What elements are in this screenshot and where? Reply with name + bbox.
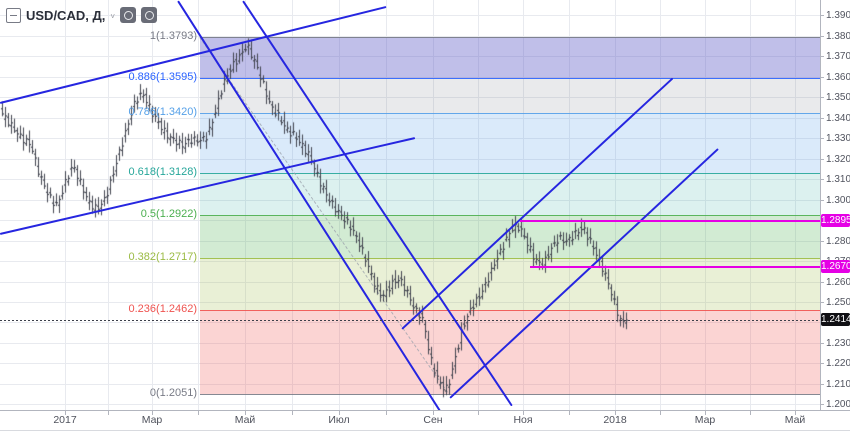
plot-area[interactable]: 1(1.3793) 0.886(1.3595) 0.786(1.3420) 0.618…: [0, 0, 820, 410]
price-tick-label: 1.2200: [826, 358, 850, 369]
time-tick-label: 2017: [53, 414, 77, 426]
price-tick: [821, 384, 824, 385]
symbol-title[interactable]: USD/CAD, Д,: [26, 7, 106, 23]
horizontal-ray[interactable]: [520, 220, 820, 222]
price-tick: [821, 179, 824, 180]
price-tick: [821, 200, 824, 201]
time-tick-minor: [386, 411, 387, 415]
price-axis[interactable]: 1.3900 1.3800 1.3700 1.3600 1.3500 1.3400 1.33…: [821, 0, 850, 410]
time-tick: [152, 411, 153, 415]
time-tick-minor: [750, 411, 751, 415]
last-price-line: [0, 320, 820, 321]
price-tick: [821, 282, 824, 283]
price-tick: [821, 97, 824, 98]
price-tick: [821, 15, 824, 16]
gear-icon: [144, 10, 154, 20]
time-tick: [705, 411, 706, 415]
symbol-legend: USD/CAD, Д, ˅: [6, 7, 157, 23]
fib-level-label: 1(1.3793): [149, 30, 197, 42]
price-tick-label: 1.3400: [826, 113, 850, 124]
time-tick-label: Мар: [141, 414, 163, 426]
time-tick: [65, 411, 66, 415]
time-tick-label: Май: [234, 414, 256, 426]
fib-level-label: 0.236(1.2462): [128, 303, 198, 315]
price-tick-label: 1.3100: [826, 174, 850, 185]
price-tick-label: 1.2500: [826, 297, 850, 308]
ray-price-badge: 1.2670: [821, 260, 850, 273]
price-tick-label: 1.3800: [826, 31, 850, 42]
time-tick: [433, 411, 434, 415]
price-tick: [821, 241, 824, 242]
price-tick-label: 1.2800: [826, 236, 850, 247]
last-price-badge: 1.2414: [821, 313, 850, 326]
price-tick: [821, 118, 824, 119]
time-tick-minor: [198, 411, 199, 415]
time-tick: [523, 411, 524, 415]
price-tick-label: 1.2100: [826, 379, 850, 390]
price-axis-separator: [820, 0, 821, 411]
price-tick: [821, 77, 824, 78]
price-tick-label: 1.3700: [826, 51, 850, 62]
price-tick: [821, 56, 824, 57]
fib-level-label: 0.886(1.3595): [128, 71, 198, 83]
price-tick-label: 1.2300: [826, 338, 850, 349]
time-axis[interactable]: 2017 Мар Май Июл Сен Ноя 2018 Мар Май: [0, 411, 850, 430]
horizontal-ray[interactable]: [530, 266, 820, 268]
price-tick: [821, 404, 824, 405]
fib-level-label: 0(1.2051): [149, 387, 197, 399]
chevron-down-icon[interactable]: ˅: [110, 11, 115, 21]
price-tick-label: 1.3600: [826, 72, 850, 83]
time-tick-label: 2018: [603, 414, 627, 426]
time-tick: [615, 411, 616, 415]
price-tick-label: 1.3000: [826, 195, 850, 206]
price-tick-label: 1.3200: [826, 154, 850, 165]
fib-level-label: 0.382(1.2717): [128, 251, 198, 263]
time-tick: [245, 411, 246, 415]
time-tick-label: Май: [784, 414, 806, 426]
time-tick: [795, 411, 796, 415]
time-tick-minor: [108, 411, 109, 415]
chart-settings-button[interactable]: [120, 7, 136, 23]
time-tick-minor: [292, 411, 293, 415]
chart-style-button[interactable]: [141, 7, 157, 23]
fib-level-label: 0.618(1.3128): [128, 166, 198, 178]
fib-level-label: 0.786(1.3420): [128, 106, 198, 118]
price-tick-label: 1.3500: [826, 92, 850, 103]
time-tick-label: Сен: [423, 414, 443, 426]
price-tick: [821, 159, 824, 160]
fib-level-label: 0.5(1.2922): [140, 208, 197, 220]
price-tick: [821, 138, 824, 139]
time-tick-minor: [660, 411, 661, 415]
price-tick: [821, 363, 824, 364]
time-tick-minor: [569, 411, 570, 415]
gear-icon: [123, 10, 133, 20]
price-tick: [821, 302, 824, 303]
price-tick-label: 1.2000: [826, 399, 850, 410]
time-tick-label: Мар: [694, 414, 716, 426]
price-tick-label: 1.2600: [826, 277, 850, 288]
price-tick-label: 1.3900: [826, 10, 850, 21]
price-tick: [821, 343, 824, 344]
ray-price-badge: 1.2895: [821, 214, 850, 227]
time-tick-label: Ноя: [513, 414, 533, 426]
time-axis-separator: [0, 410, 850, 411]
legend-collapse-icon[interactable]: [6, 7, 21, 23]
time-tick: [339, 411, 340, 415]
time-tick-minor: [478, 411, 479, 415]
time-tick-label: Июл: [328, 414, 350, 426]
minus-icon: [10, 14, 17, 16]
price-tick-label: 1.3300: [826, 133, 850, 144]
price-tick: [821, 36, 824, 37]
